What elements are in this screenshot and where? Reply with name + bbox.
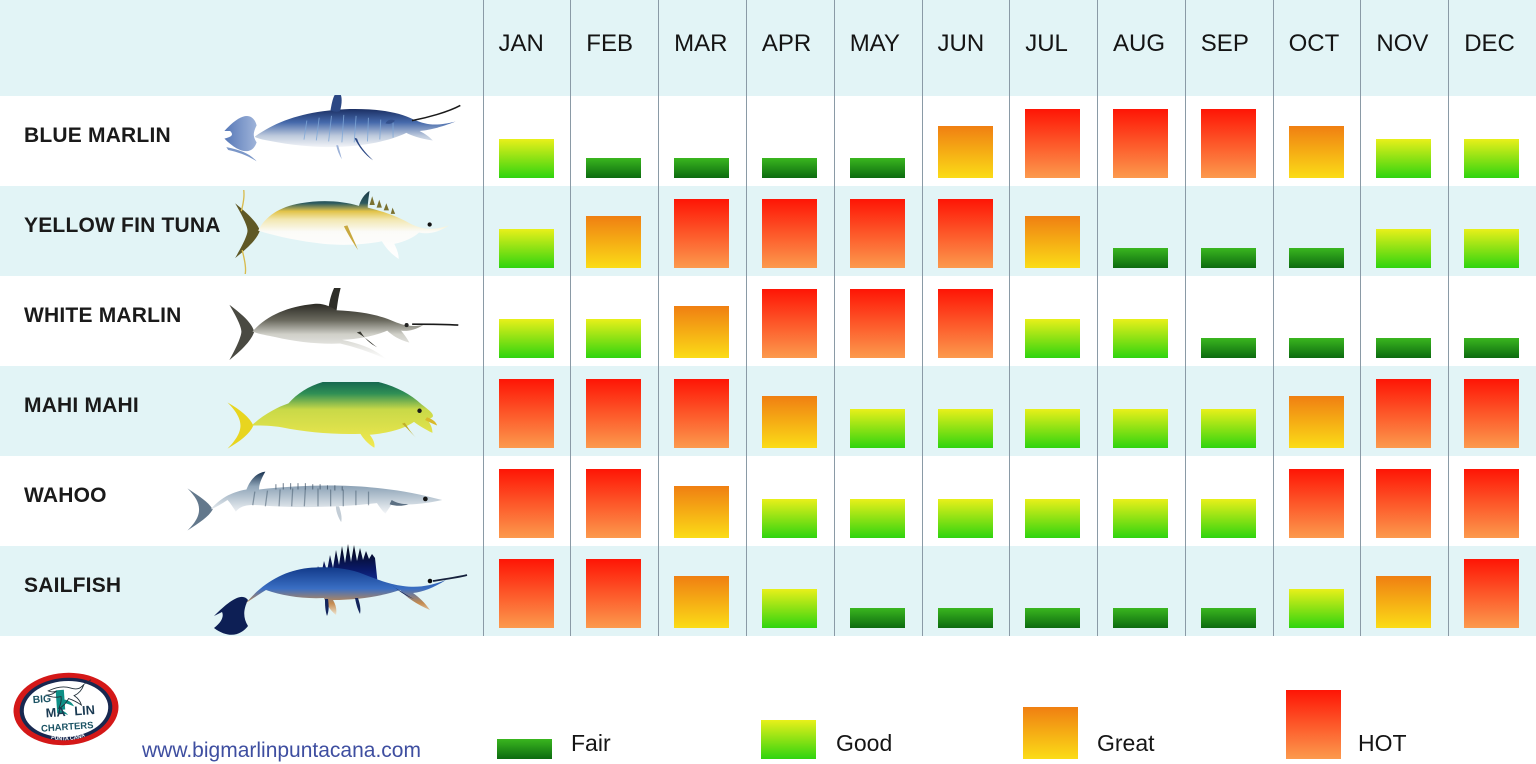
svg-text:MA: MA	[45, 704, 66, 720]
svg-text:LIN: LIN	[74, 702, 95, 718]
svg-text:BIG: BIG	[32, 694, 51, 706]
